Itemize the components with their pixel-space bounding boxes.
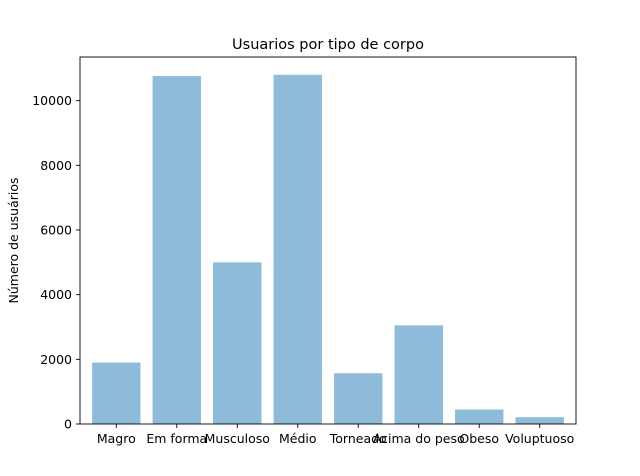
x-tick-label-4: Torneado [329, 431, 387, 446]
bar-1 [152, 76, 201, 425]
bar-0 [92, 362, 141, 424]
bar-3 [273, 74, 322, 424]
y-axis-ticks: 0 2000 4000 6000 8000 10000 [32, 93, 80, 432]
x-tick-label-5: Acima do peso [373, 431, 465, 446]
y-tick-label-4: 8000 [40, 158, 72, 173]
bar-4 [334, 373, 383, 424]
x-tick-label-2: Musculoso [205, 431, 270, 446]
x-tick-label-3: Médio [279, 431, 317, 446]
plot-frame [79, 56, 577, 425]
bar-5 [394, 325, 443, 424]
bar-2 [213, 262, 262, 424]
y-tick-label-1: 2000 [40, 352, 72, 367]
y-tick-label-0: 0 [64, 417, 72, 432]
bars-group [92, 74, 564, 425]
bar-7 [515, 417, 564, 424]
y-axis-label: Número de usuários [6, 177, 21, 303]
y-tick-label-5: 10000 [32, 93, 72, 108]
y-tick-label-3: 6000 [40, 222, 72, 237]
chart-title: Usuarios por tipo de corpo [232, 37, 424, 53]
x-tick-label-0: Magro [97, 431, 136, 446]
x-tick-label-7: Voluptuoso [505, 431, 574, 446]
x-tick-label-6: Obeso [459, 431, 499, 446]
y-tick-label-2: 4000 [40, 287, 72, 302]
x-tick-label-1: Em forma [146, 431, 207, 446]
bar-6 [455, 409, 504, 424]
